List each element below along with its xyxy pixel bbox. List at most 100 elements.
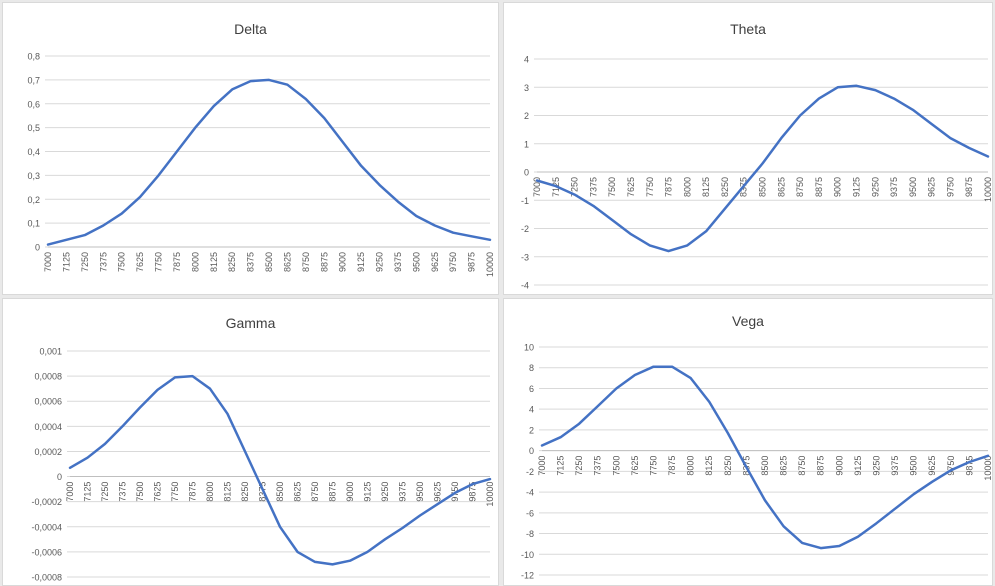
theta-x-tick-label: 7625 bbox=[626, 177, 636, 197]
gamma-x-tick-label: 9500 bbox=[415, 482, 425, 502]
gamma-x-tick-label: 8750 bbox=[310, 482, 320, 502]
gamma-y-tick-label: 0,0002 bbox=[34, 447, 62, 457]
delta-x-tick-label: 8000 bbox=[190, 252, 200, 272]
vega-y-tick-label: 2 bbox=[529, 425, 534, 435]
theta-y-tick-label: -2 bbox=[521, 224, 529, 234]
delta-y-tick-label: 0,7 bbox=[27, 75, 40, 85]
theta-x-tick-label: 9375 bbox=[889, 177, 899, 197]
vega-y-tick-label: 0 bbox=[529, 446, 534, 456]
gamma-x-tick-label: 9000 bbox=[345, 482, 355, 502]
delta-x-tick-label: 8750 bbox=[301, 252, 311, 272]
theta-x-tick-label: 7250 bbox=[570, 177, 580, 197]
delta-x-tick-label: 9375 bbox=[393, 252, 403, 272]
vega-y-tick-label: 10 bbox=[524, 343, 534, 353]
gamma-y-tick-label: 0,0008 bbox=[34, 372, 62, 382]
gamma-y-tick-label: -0,0002 bbox=[31, 497, 62, 507]
theta-x-tick-label: 8875 bbox=[814, 177, 824, 197]
vega-chart-title: Vega bbox=[732, 313, 764, 329]
delta-chart-panel: Delta 0 0,1 0,2 0,3 0,4 0,5 0,6 0,7 0,8 7000 7125 7… bbox=[2, 2, 499, 295]
vega-x-tick-label: 8000 bbox=[686, 456, 696, 476]
delta-x-tick-label: 8125 bbox=[209, 252, 219, 272]
vega-x-tick-label: 8250 bbox=[723, 456, 733, 476]
delta-x-tick-label: 9500 bbox=[411, 252, 421, 272]
theta-y-tick-label: -4 bbox=[521, 281, 529, 291]
theta-x-tick-label: 9000 bbox=[833, 177, 843, 197]
gamma-y-tick-label: 0,0006 bbox=[34, 397, 62, 407]
theta-x-tick-label: 8125 bbox=[701, 177, 711, 197]
delta-x-tick-label: 8375 bbox=[246, 252, 256, 272]
delta-x-tick-label: 9125 bbox=[356, 252, 366, 272]
theta-series-line bbox=[535, 84, 990, 253]
delta-x-tick-label: 8500 bbox=[264, 252, 274, 272]
delta-y-tick-label: 0,1 bbox=[27, 219, 40, 229]
gamma-x-tick-label: 7250 bbox=[100, 482, 110, 502]
vega-x-tick-label: 8625 bbox=[779, 456, 789, 476]
gamma-x-tick-label: 8625 bbox=[293, 482, 303, 502]
vega-x-tick-label: 7375 bbox=[593, 456, 603, 476]
vega-x-tick-label: 7000 bbox=[537, 456, 547, 476]
vega-x-tick-label: 7750 bbox=[649, 456, 659, 476]
vega-y-tick-label: -4 bbox=[526, 488, 534, 498]
delta-x-tick-label: 7875 bbox=[172, 252, 182, 272]
gamma-x-tick-label: 8000 bbox=[205, 482, 215, 502]
gamma-y-tick-label: -0,0004 bbox=[31, 522, 62, 532]
delta-y-tick-label: 0,3 bbox=[27, 171, 40, 181]
delta-x-tick-label: 7000 bbox=[43, 252, 53, 272]
theta-y-tick-label: 0 bbox=[524, 168, 529, 178]
gamma-y-tick-label: -0,0006 bbox=[31, 547, 62, 557]
vega-x-tick-label: 8500 bbox=[760, 456, 770, 476]
theta-x-tick-label: 8625 bbox=[776, 177, 786, 197]
vega-x-tick-label: 7875 bbox=[667, 456, 677, 476]
theta-chart-panel: Theta -4 -3 -2 -1 0 1 2 3 4 7000 7125 7250 7375 7500 7… bbox=[503, 2, 993, 295]
delta-x-tick-label: 9000 bbox=[338, 252, 348, 272]
theta-x-tick-label: 9625 bbox=[927, 177, 937, 197]
gamma-x-tick-label: 9625 bbox=[433, 482, 443, 502]
theta-y-tick-label: 3 bbox=[524, 83, 529, 93]
vega-x-tick-label: 8125 bbox=[704, 456, 714, 476]
theta-x-tick-label: 7000 bbox=[532, 177, 542, 197]
delta-x-tick-label: 9250 bbox=[375, 252, 385, 272]
theta-y-tick-label: 4 bbox=[524, 55, 529, 65]
delta-x-tick-label: 7125 bbox=[61, 252, 71, 272]
delta-y-tick-label: 0,2 bbox=[27, 195, 40, 205]
gamma-x-tick-label: 7125 bbox=[83, 482, 93, 502]
delta-x-tick-label: 7625 bbox=[135, 252, 145, 272]
theta-x-tick-label: 7375 bbox=[588, 177, 598, 197]
delta-y-tick-label: 0,6 bbox=[27, 99, 40, 109]
vega-x-tick-label: 7125 bbox=[556, 456, 566, 476]
theta-y-tick-label: -1 bbox=[521, 196, 529, 206]
gamma-x-tick-label: 7750 bbox=[170, 482, 180, 502]
gamma-x-tick-label: 7875 bbox=[188, 482, 198, 502]
vega-y-tick-label: -2 bbox=[526, 467, 534, 477]
gamma-x-tick-label: 8875 bbox=[328, 482, 338, 502]
theta-x-tick-label: 9500 bbox=[908, 177, 918, 197]
vega-y-tick-label: -10 bbox=[521, 550, 534, 560]
vega-x-tick-label: 8875 bbox=[816, 456, 826, 476]
vega-x-tick-label: 9875 bbox=[964, 456, 974, 476]
gamma-y-tick-label: 0,001 bbox=[39, 347, 62, 357]
gamma-y-tick-label: -0,0008 bbox=[31, 573, 62, 583]
vega-chart-panel: Vega -12 -10 -8 -6 -4 -2 0 2 4 6 8 10 7000 7125 7250 73… bbox=[503, 298, 993, 586]
delta-x-tick-label: 8250 bbox=[227, 252, 237, 272]
delta-x-tick-label: 10000 bbox=[485, 252, 495, 277]
vega-y-tick-label: 6 bbox=[529, 384, 534, 394]
gamma-x-tick-label: 9250 bbox=[380, 482, 390, 502]
theta-x-tick-label: 10000 bbox=[983, 177, 993, 202]
gamma-x-tick-label: 7625 bbox=[153, 482, 163, 502]
vega-x-tick-label: 7625 bbox=[630, 456, 640, 476]
theta-x-tick-label: 8250 bbox=[720, 177, 730, 197]
gamma-chart-panel: Gamma -0,0008 -0,0006 -0,0004 -0,0002 0 0,000… bbox=[2, 298, 499, 586]
vega-y-tick-label: -6 bbox=[526, 508, 534, 518]
vega-x-tick-label: 9125 bbox=[853, 456, 863, 476]
vega-x-tick-label: 9500 bbox=[909, 456, 919, 476]
delta-y-tick-label: 0,5 bbox=[27, 123, 40, 133]
delta-x-tick-label: 7375 bbox=[98, 252, 108, 272]
theta-y-tick-label: -3 bbox=[521, 252, 529, 262]
vega-chart-plot: -12 -10 -8 -6 -4 -2 0 2 4 6 8 10 7000 7125 7250 7375 750… bbox=[521, 343, 992, 581]
gamma-x-tick-label: 9875 bbox=[468, 482, 478, 502]
delta-x-tick-label: 9625 bbox=[430, 252, 440, 272]
gamma-x-tick-label: 8250 bbox=[240, 482, 250, 502]
delta-x-tick-label: 8875 bbox=[319, 252, 329, 272]
vega-x-tick-label: 9000 bbox=[834, 456, 844, 476]
